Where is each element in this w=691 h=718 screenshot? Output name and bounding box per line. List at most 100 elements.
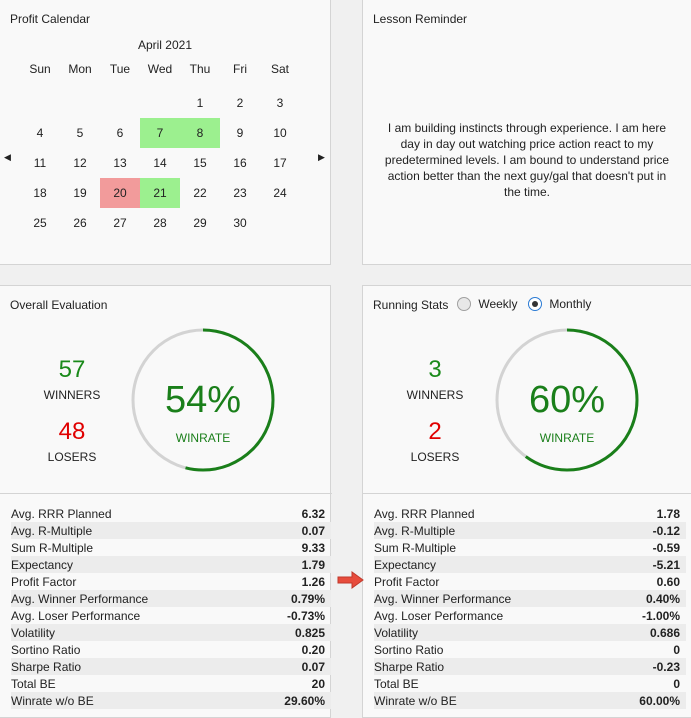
stat-label: Winrate w/o BE — [11, 693, 94, 708]
overall-winners-count: 57 — [58, 356, 86, 383]
running-losers-count: 2 — [428, 418, 442, 445]
stat-row: Avg. Loser Performance -0.73% — [11, 607, 331, 624]
calendar-day[interactable]: 3 — [276, 96, 284, 110]
calendar-day[interactable]: 20 — [100, 178, 140, 208]
calendar-day[interactable]: 8 — [180, 118, 220, 148]
running-stats-table: Avg. RRR Planned 1.78 Avg. R-Multiple -0.12… — [374, 505, 686, 709]
weekly-option[interactable]: Weekly — [457, 296, 517, 311]
overall-winrate-ring — [131, 328, 275, 472]
stat-label: Avg. R-Multiple — [11, 523, 93, 538]
stat-row: Volatility 0.825 — [11, 624, 331, 641]
calendar-day[interactable]: 19 — [73, 186, 87, 200]
calendar-day[interactable]: 30 — [233, 216, 247, 230]
calendar-day[interactable]: 22 — [193, 186, 207, 200]
stat-label: Expectancy — [11, 557, 74, 572]
lesson-reminder-panel: Lesson Reminder I am building instincts … — [362, 0, 691, 265]
monthly-option[interactable]: Monthly — [528, 296, 591, 311]
running-stats-title: Running Stats — [373, 298, 449, 312]
stat-row: Total BE 0 — [374, 675, 686, 692]
running-winners-label: WINNERS — [406, 388, 464, 402]
stat-label: Volatility — [374, 625, 419, 640]
stat-value: 1.78 — [656, 506, 680, 521]
stat-label: Avg. RRR Planned — [374, 506, 475, 521]
running-stats-panel: Running Stats 3 WINNERS 2 LOSERS 60% WIN… — [362, 285, 691, 718]
stat-label: Avg. Winner Performance — [11, 591, 149, 606]
calendar-month-label: April 2021 — [137, 38, 193, 52]
calendar-day[interactable]: 5 — [76, 126, 84, 140]
calendar-day[interactable]: 14 — [153, 156, 167, 170]
calendar-day[interactable]: 2 — [236, 96, 244, 110]
triangle-left-icon[interactable]: ◀ — [4, 152, 11, 162]
stat-value: -0.73% — [286, 608, 325, 623]
stat-label: Avg. RRR Planned — [11, 506, 112, 521]
calendar-day[interactable]: 1 — [196, 96, 204, 110]
calendar-day[interactable]: 11 — [33, 156, 47, 170]
stat-row: Avg. R-Multiple -0.12 — [374, 522, 686, 539]
stat-row: Avg. RRR Planned 1.78 — [374, 505, 686, 522]
running-winners-count: 3 — [428, 356, 442, 383]
overall-winners-label: WINNERS — [43, 388, 101, 402]
calendar-day[interactable]: 10 — [273, 126, 287, 140]
calendar-day[interactable]: 18 — [33, 186, 47, 200]
calendar-day[interactable]: 24 — [273, 186, 287, 200]
weekday-header: Wed — [147, 62, 173, 76]
stat-label: Sum R-Multiple — [11, 540, 94, 555]
overall-ring-progress — [131, 328, 275, 472]
stat-row: Sortino Ratio 0.20 — [11, 641, 331, 658]
lesson-reminder-title: Lesson Reminder — [373, 12, 468, 26]
calendar-day[interactable]: 26 — [73, 216, 87, 230]
weekly-label[interactable]: Weekly — [478, 296, 518, 311]
stat-row: Sum R-Multiple 9.33 — [11, 539, 331, 556]
weekday-header: Sat — [270, 62, 289, 76]
calendar-day[interactable]: 29 — [193, 216, 207, 230]
profit-calendar-panel: Profit Calendar April 2021 ◀ ▶ Sun Mon Tue… — [0, 0, 331, 265]
stat-row: Volatility 0.686 — [374, 624, 686, 641]
calendar-day[interactable]: 28 — [153, 216, 167, 230]
overall-evaluation-panel: Overall Evaluation 57 WINNERS 48 LOSERS … — [0, 285, 332, 718]
stat-value: 0.825 — [294, 625, 325, 640]
overall-winrate-percent: 54% — [164, 379, 242, 421]
red-arrow-icon — [337, 571, 364, 589]
weekday-header: Fri — [233, 62, 247, 76]
calendar-empty-cell — [100, 88, 140, 118]
calendar-empty-cell — [20, 88, 60, 118]
stat-value: 0.20 — [301, 642, 325, 657]
overall-winrate-label: WINRATE — [175, 431, 231, 445]
monthly-label[interactable]: Monthly — [549, 296, 592, 311]
stat-label: Sortino Ratio — [11, 642, 81, 657]
calendar-day[interactable]: 12 — [73, 156, 87, 170]
stat-row: Winrate w/o BE 29.60% — [11, 692, 331, 709]
stat-value: -0.23 — [652, 659, 680, 674]
stat-label: Winrate w/o BE — [374, 693, 457, 708]
calendar-day[interactable]: 25 — [33, 216, 47, 230]
calendar-day[interactable]: 7 — [140, 118, 180, 148]
calendar-day[interactable]: 21 — [140, 178, 180, 208]
weekday-header: Thu — [189, 62, 211, 76]
triangle-right-icon[interactable]: ▶ — [318, 152, 325, 162]
stat-value: 0 — [673, 642, 680, 657]
calendar-day[interactable]: 27 — [113, 216, 127, 230]
calendar-day[interactable]: 16 — [233, 156, 247, 170]
calendar-day[interactable]: 15 — [193, 156, 207, 170]
stat-row: Avg. Loser Performance -1.00% — [374, 607, 686, 624]
calendar-day[interactable]: 9 — [236, 126, 244, 140]
calendar-day[interactable]: 17 — [273, 156, 287, 170]
calendar-day[interactable]: 13 — [113, 156, 127, 170]
stat-row: Expectancy 1.79 — [11, 556, 331, 573]
overall-stats-table: Avg. RRR Planned 6.32 Avg. R-Multiple 0.07 S… — [11, 505, 331, 709]
stat-value: -1.00% — [641, 608, 680, 623]
stat-value: 0 — [673, 676, 680, 691]
stat-value: 0.79% — [290, 591, 325, 606]
stat-row: Sharpe Ratio -0.23 — [374, 658, 686, 675]
calendar-day[interactable]: 4 — [36, 126, 44, 140]
stat-label: Sortino Ratio — [374, 642, 444, 657]
calendar-grid: Sun Mon Tue Wed Thu Fri Sat 1 2 3 4 5 6 7 8 9 10 11 12 13 14… — [20, 58, 328, 238]
calendar-day[interactable]: 23 — [233, 186, 247, 200]
stat-label: Avg. Loser Performance — [374, 608, 504, 623]
overall-losers-count: 48 — [58, 418, 86, 445]
stat-value: 0.40% — [645, 591, 680, 606]
weekly-radio[interactable] — [457, 296, 471, 311]
calendar-day[interactable]: 6 — [116, 126, 124, 140]
monthly-radio[interactable] — [528, 296, 542, 311]
stat-value: 0.60 — [656, 574, 680, 589]
